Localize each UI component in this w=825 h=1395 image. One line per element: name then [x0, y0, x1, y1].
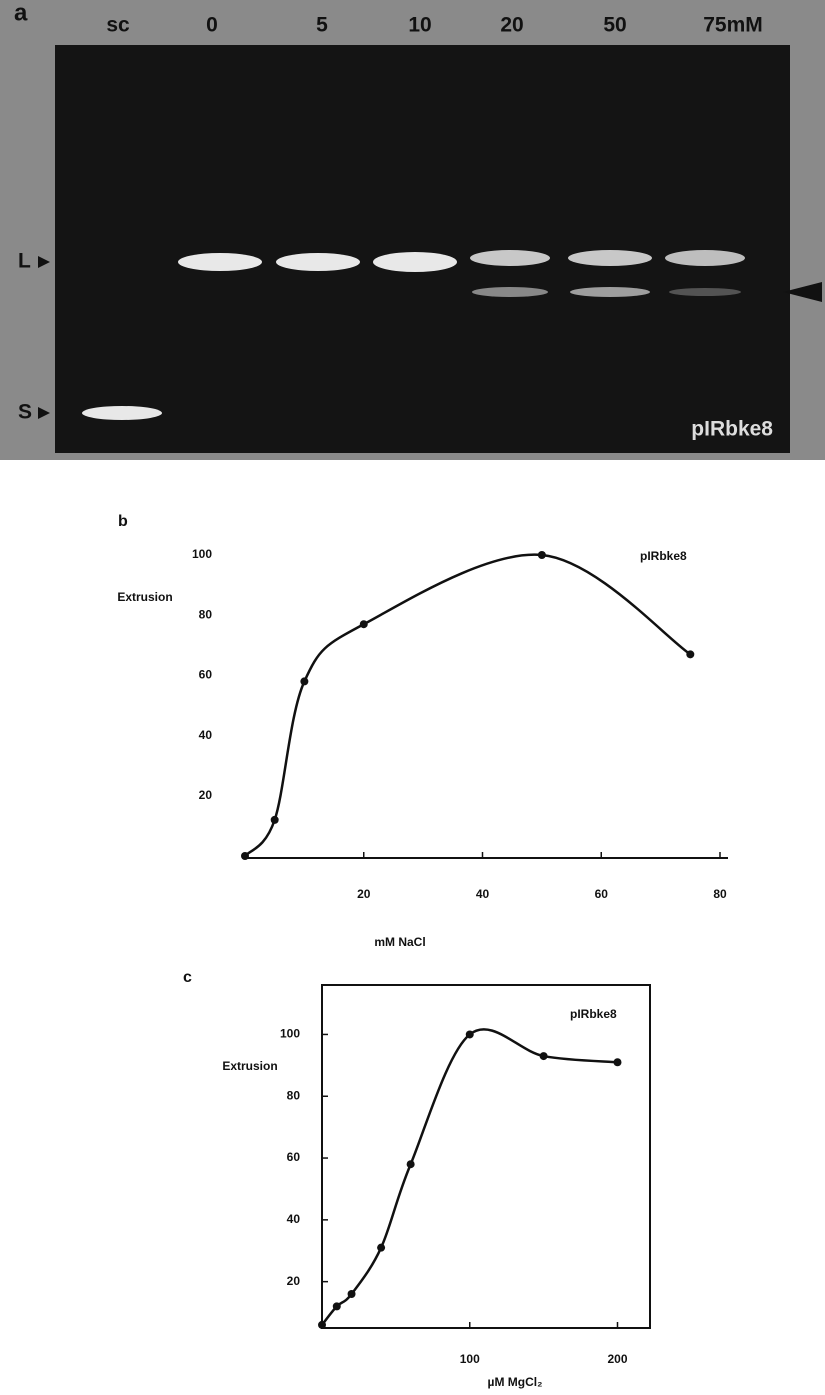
- y-tick-label: 100: [280, 1027, 300, 1041]
- lane-label: 20: [500, 14, 523, 37]
- data-point: [333, 1302, 341, 1310]
- band: [373, 252, 457, 272]
- data-point: [318, 1321, 326, 1329]
- y-tick-label: 60: [287, 1150, 301, 1164]
- x-tick-label: 200: [607, 1352, 627, 1366]
- band: [276, 253, 360, 271]
- gel: [55, 45, 790, 453]
- band: [568, 250, 652, 266]
- marker-label: L: [18, 250, 31, 273]
- x-tick-label: 40: [476, 887, 490, 901]
- panel-label: c: [183, 969, 192, 986]
- data-point: [613, 1058, 621, 1066]
- curve: [322, 1029, 617, 1325]
- data-point: [360, 620, 368, 628]
- x-axis-label: mM NaCl: [374, 935, 425, 949]
- x-tick-label: 100: [460, 1352, 480, 1366]
- panel-label: a: [14, 0, 28, 26]
- lane-label: 5: [316, 14, 328, 37]
- data-point: [271, 816, 279, 824]
- band: [570, 287, 650, 297]
- data-point: [538, 551, 546, 559]
- lane-label: 0: [206, 14, 218, 37]
- marker-label: S: [18, 401, 32, 424]
- data-point: [377, 1244, 385, 1252]
- curve: [245, 555, 690, 856]
- series-label: pIRbke8: [570, 1007, 617, 1021]
- y-tick-label: 40: [199, 728, 213, 742]
- y-tick-label: 40: [287, 1212, 301, 1226]
- y-tick-label: 20: [287, 1274, 301, 1288]
- band: [669, 288, 741, 296]
- data-point: [241, 852, 249, 860]
- y-axis-label: Extrusion: [117, 590, 172, 604]
- x-axis-label: µM MgCl₂: [488, 1375, 543, 1389]
- lane-label: sc: [106, 14, 130, 37]
- band: [178, 253, 262, 271]
- data-point: [686, 650, 694, 658]
- panel-label: b: [118, 513, 128, 530]
- x-tick-label: 80: [713, 887, 727, 901]
- data-point: [407, 1160, 415, 1168]
- y-tick-label: 20: [199, 788, 213, 802]
- lane-label: 50: [603, 14, 626, 37]
- lane-label: 75mM: [703, 14, 763, 37]
- data-point: [348, 1290, 356, 1298]
- plot-frame: [322, 985, 650, 1328]
- band: [665, 250, 745, 266]
- data-point: [540, 1052, 548, 1060]
- band: [470, 250, 550, 266]
- plasmid-label: pIRbke8: [691, 418, 773, 441]
- figure: a sc 0 5 10 20 50 75mM L S pIRbke8 b Extr…: [0, 0, 825, 1395]
- y-tick-label: 100: [192, 547, 212, 561]
- series-label: pIRbke8: [640, 549, 687, 563]
- data-point: [466, 1030, 474, 1038]
- y-tick-label: 60: [199, 668, 213, 682]
- lane-label: 10: [408, 14, 431, 37]
- x-tick-label: 20: [357, 887, 371, 901]
- y-axis-label: Extrusion: [222, 1059, 277, 1073]
- y-tick-label: 80: [287, 1088, 301, 1102]
- data-point: [300, 677, 308, 685]
- y-tick-label: 80: [199, 607, 213, 621]
- x-tick-label: 60: [595, 887, 609, 901]
- band: [82, 406, 162, 420]
- band: [472, 287, 548, 297]
